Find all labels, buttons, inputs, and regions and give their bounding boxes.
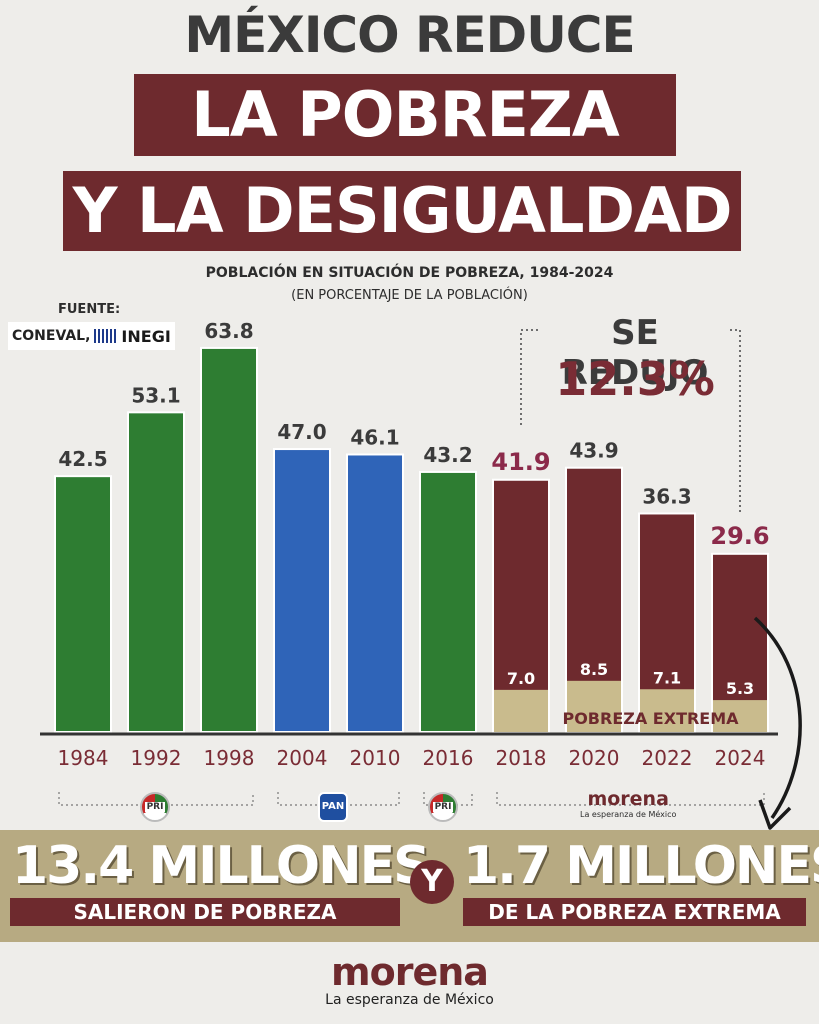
bar-1984 [54, 475, 112, 733]
bar-value-label-2024: 29.6 [710, 522, 769, 550]
poverty-bar-chart: 42.5 1984 53.1 1992 63.8 1998 47.0 2004 46.1 2010… [40, 319, 802, 830]
source-label: FUENTE: [58, 302, 121, 317]
morena-small-tagline: La esperanza de México [580, 810, 677, 819]
bar-value-label-1984: 42.5 [58, 447, 107, 471]
inegi-logo-icon [94, 329, 119, 343]
trend-arrowhead-icon [758, 799, 792, 830]
bar-value-label-2022: 36.3 [642, 484, 691, 508]
x-tick-label-2018: 2018 [496, 746, 547, 770]
source-inegi: INEGI [121, 326, 171, 346]
people-out-of-poverty-label: SALIERON DE POBREZA [10, 898, 400, 926]
morena-tagline: La esperanza de México [325, 992, 494, 1008]
bar-value-label-2016: 43.2 [423, 443, 472, 467]
extreme-poverty-value-2022: 7.1 [653, 668, 681, 687]
bar-2010 [346, 453, 404, 733]
people-out-of-extreme-poverty-label: DE LA POBREZA EXTREMA [463, 898, 806, 926]
pri-logo-icon-2016: PRI [428, 792, 458, 822]
connector-y: Y [410, 860, 454, 904]
source-box: CONEVAL, INEGI [8, 322, 175, 350]
x-tick-label-1984: 1984 [58, 746, 109, 770]
extreme-poverty-segment-2024 [713, 700, 767, 732]
people-out-of-extreme-poverty-number: 1.7 MILLONES [463, 836, 819, 896]
bar-value-label-1992: 53.1 [131, 383, 180, 407]
x-tick-label-2016: 2016 [423, 746, 474, 770]
extreme-poverty-segment-2020 [567, 680, 621, 732]
x-tick-label-2022: 2022 [642, 746, 693, 770]
chart-subtitle: (EN PORCENTAJE DE LA POBLACIÓN) [291, 288, 528, 303]
pan-logo-text: PAN [321, 801, 345, 812]
period-bracket-3 [496, 792, 765, 806]
extreme-poverty-segment-2018 [494, 689, 548, 732]
x-tick-label-2010: 2010 [350, 746, 401, 770]
headline-banner-poverty: LA POBREZA [134, 74, 676, 156]
headline-banner-inequality: Y LA DESIGUALDAD [63, 171, 741, 251]
people-out-of-poverty-number: 13.4 MILLONES [12, 836, 431, 896]
bar-1998 [200, 346, 258, 733]
headline-top: MÉXICO REDUCE [184, 6, 635, 64]
chart-title: POBLACIÓN EN SITUACIÓN DE POBREZA, 1984-… [205, 265, 614, 281]
x-tick-label-2004: 2004 [277, 746, 328, 770]
reduction-value: 12.3% [555, 352, 715, 406]
bar-value-label-2020: 43.9 [569, 439, 618, 463]
x-tick-label-1998: 1998 [204, 746, 255, 770]
extreme-poverty-value-2020: 8.5 [580, 660, 608, 679]
source-coneval: CONEVAL, [12, 328, 91, 344]
period-bracket-1 [277, 792, 400, 806]
x-tick-label-1992: 1992 [131, 746, 182, 770]
trend-arrow-icon [753, 616, 802, 819]
bar-value-label-2018: 41.9 [491, 448, 550, 476]
morena-logo: morena [331, 950, 489, 994]
extreme-poverty-value-2018: 7.0 [507, 669, 535, 688]
pri-logo-text: PRI [144, 802, 166, 812]
morena-small-wordmark: morena [587, 788, 669, 810]
pan-logo-icon: PAN [318, 792, 348, 822]
pri-logo-icon: PRI [140, 792, 170, 822]
bar-value-label-2010: 46.1 [350, 425, 399, 449]
extreme-poverty-segment-2022 [640, 689, 694, 732]
bar-2016 [419, 470, 477, 733]
morena-small-logo: morena La esperanza de México [580, 788, 676, 819]
x-tick-label-2024: 2024 [715, 746, 766, 770]
bar-1992 [127, 411, 185, 733]
extreme-poverty-series-label: POBREZA EXTREMA [562, 709, 739, 728]
bar-2004 [273, 448, 331, 733]
pri-logo-text-2016: PRI [432, 802, 454, 812]
extreme-poverty-value-2024: 5.3 [726, 679, 754, 698]
bar-value-label-1998: 63.8 [204, 319, 253, 343]
bar-value-label-2004: 47.0 [277, 420, 326, 444]
reduction-label: SE REDUJO [540, 313, 730, 393]
x-tick-label-2020: 2020 [569, 746, 620, 770]
